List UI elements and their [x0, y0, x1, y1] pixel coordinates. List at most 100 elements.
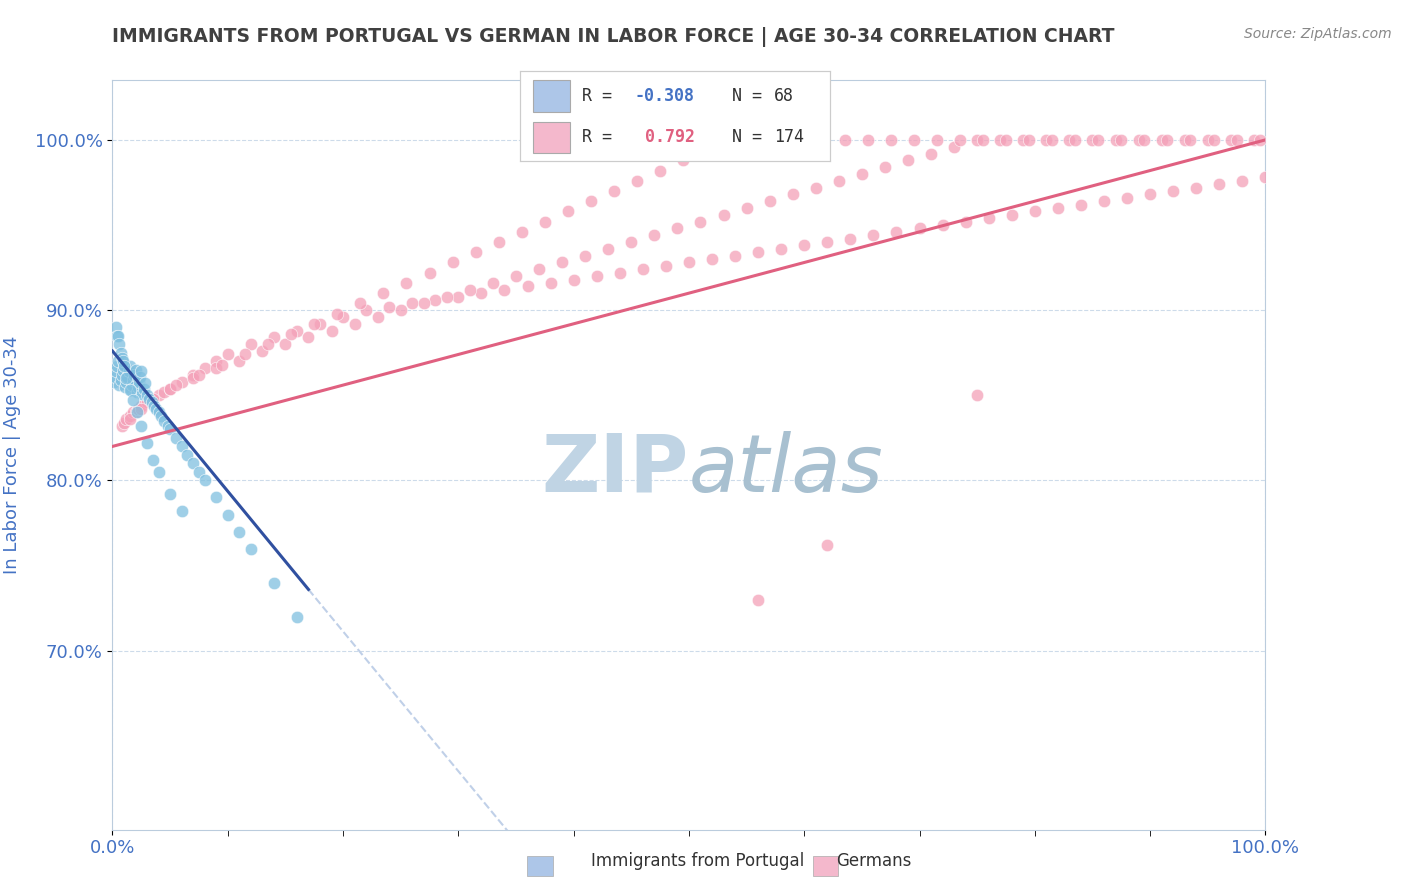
Point	[966, 133, 988, 147]
Point	[148, 465, 170, 479]
Point	[354, 303, 377, 318]
Text: N =: N =	[711, 87, 772, 105]
Point	[105, 359, 128, 374]
Point	[367, 310, 389, 324]
Point	[285, 324, 308, 338]
Point	[1046, 201, 1069, 215]
Point	[700, 252, 723, 266]
Point	[1156, 133, 1178, 147]
Point	[129, 369, 152, 384]
Point	[274, 337, 297, 351]
Point	[165, 378, 187, 392]
Point	[724, 249, 747, 263]
Point	[170, 375, 193, 389]
Point	[228, 354, 250, 368]
Point	[741, 133, 763, 147]
Point	[851, 167, 873, 181]
Point	[304, 317, 326, 331]
Point	[557, 204, 579, 219]
Point	[124, 363, 146, 377]
Point	[897, 153, 920, 168]
Point	[107, 328, 129, 343]
Point	[211, 358, 233, 372]
Point	[170, 439, 193, 453]
Point	[112, 359, 135, 374]
Point	[655, 259, 678, 273]
Point	[1035, 133, 1057, 147]
Point	[136, 395, 159, 409]
Point	[112, 416, 135, 430]
Point	[1133, 133, 1156, 147]
Point	[815, 538, 838, 552]
Point	[297, 330, 319, 344]
Point	[949, 133, 972, 147]
Point	[609, 266, 631, 280]
Point	[1024, 204, 1046, 219]
Point	[132, 382, 155, 396]
Text: 68: 68	[773, 87, 794, 105]
Point	[666, 221, 689, 235]
Point	[159, 382, 181, 396]
Point	[257, 337, 280, 351]
Point	[650, 163, 672, 178]
Point	[955, 214, 977, 228]
Point	[488, 235, 510, 249]
Point	[482, 276, 505, 290]
Point	[141, 395, 163, 409]
Point	[103, 375, 125, 389]
Point	[689, 214, 711, 228]
Point	[1139, 187, 1161, 202]
Point	[138, 392, 160, 406]
Point	[925, 133, 948, 147]
Point	[908, 221, 931, 235]
Point	[134, 376, 156, 391]
Point	[205, 354, 228, 368]
Point	[389, 303, 412, 318]
Text: R =: R =	[582, 128, 621, 146]
Point	[131, 386, 153, 401]
Point	[104, 320, 127, 334]
Y-axis label: In Labor Force | Age 30-34: In Labor Force | Age 30-34	[3, 335, 21, 574]
Text: Immigrants from Portugal: Immigrants from Portugal	[591, 852, 804, 870]
Point	[111, 363, 134, 377]
Point	[111, 368, 134, 382]
Point	[124, 405, 146, 419]
FancyBboxPatch shape	[533, 80, 569, 112]
Point	[153, 384, 176, 399]
Point	[115, 412, 138, 426]
Point	[862, 228, 884, 243]
Text: Source: ZipAtlas.com: Source: ZipAtlas.com	[1244, 27, 1392, 41]
Point	[118, 409, 141, 423]
Point	[1081, 133, 1104, 147]
Point	[1150, 133, 1173, 147]
Point	[412, 296, 434, 310]
Point	[194, 361, 217, 376]
Point	[159, 487, 181, 501]
Point	[263, 330, 285, 344]
Point	[1180, 133, 1202, 147]
Text: Germans: Germans	[837, 852, 912, 870]
Point	[425, 293, 447, 307]
Point	[782, 187, 804, 202]
Point	[136, 436, 159, 450]
Text: N =: N =	[711, 128, 772, 146]
Point	[1059, 133, 1081, 147]
Point	[326, 307, 349, 321]
Point	[378, 300, 401, 314]
Text: 174: 174	[773, 128, 804, 146]
Point	[1064, 133, 1087, 147]
Point	[793, 238, 815, 252]
Point	[117, 369, 139, 384]
Point	[1174, 133, 1197, 147]
Point	[129, 364, 153, 378]
Point	[516, 279, 538, 293]
Point	[943, 139, 966, 153]
Point	[115, 371, 138, 385]
Point	[1254, 170, 1277, 185]
Point	[127, 380, 149, 394]
Text: atlas: atlas	[689, 431, 884, 509]
Point	[111, 419, 134, 434]
Point	[129, 419, 153, 434]
Point	[159, 422, 181, 436]
Point	[125, 405, 148, 419]
